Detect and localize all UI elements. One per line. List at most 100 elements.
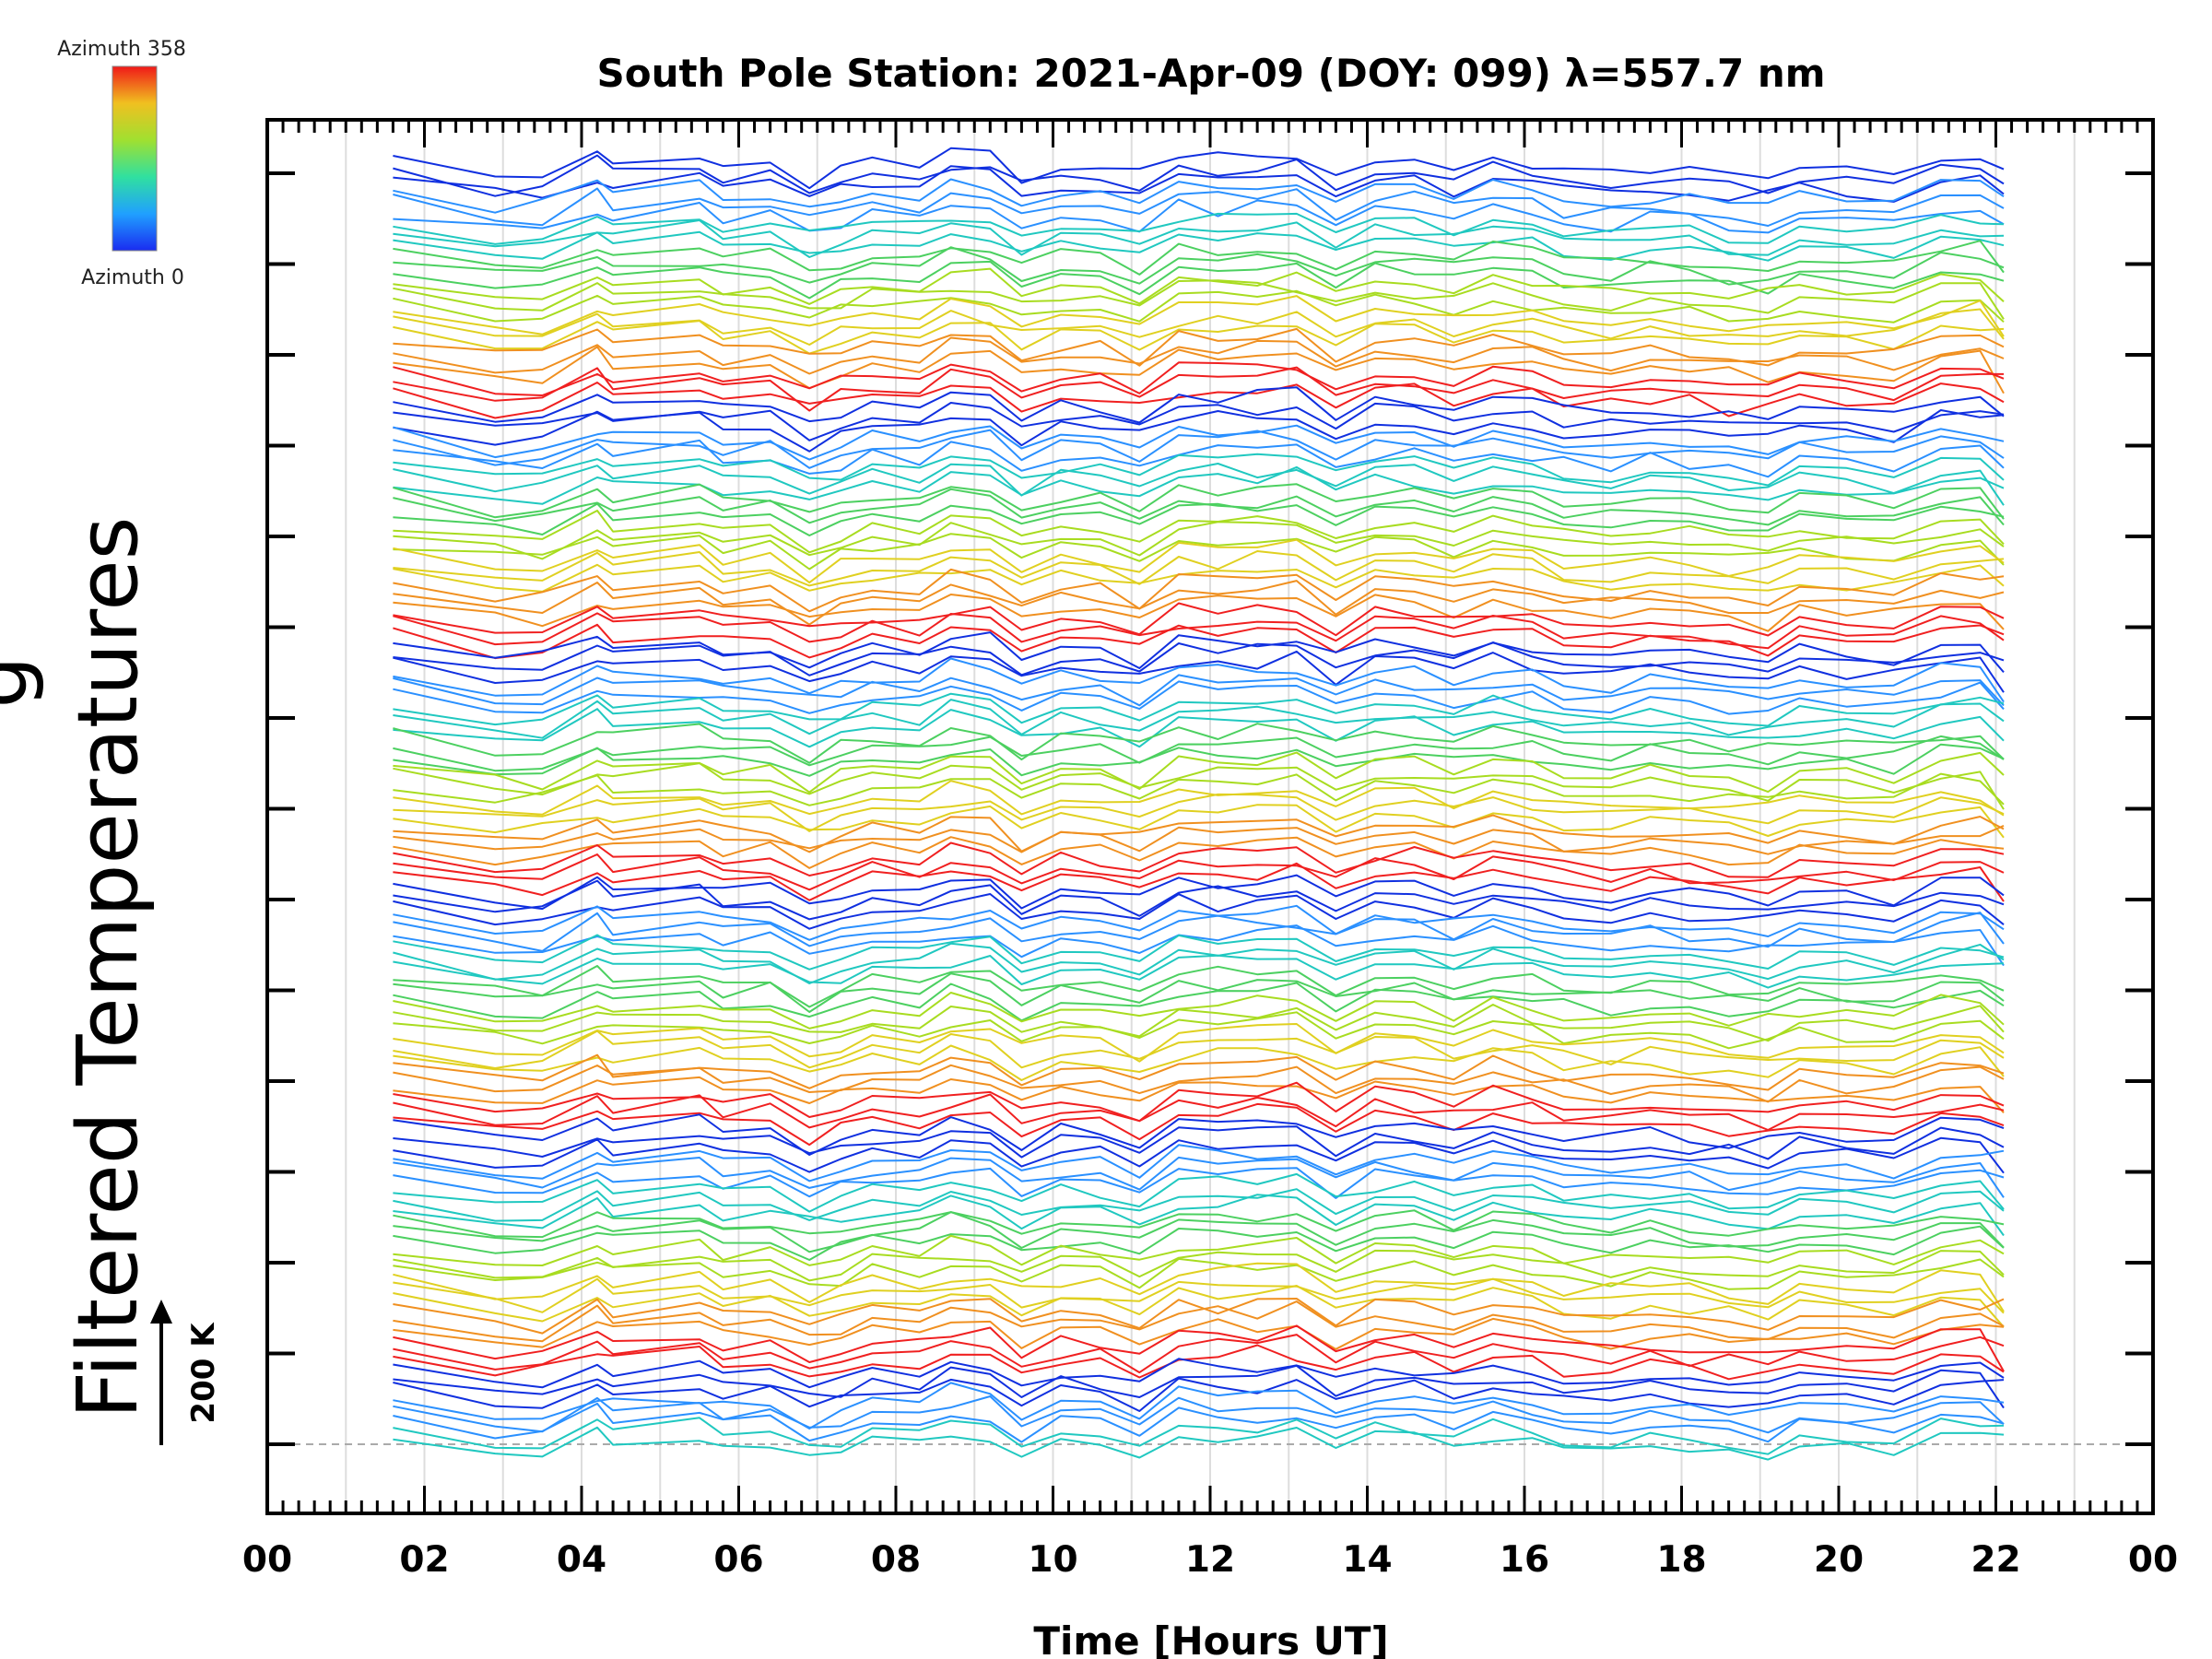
trace-line: [393, 550, 2005, 587]
traces: [393, 147, 2005, 1461]
trace-line: [393, 439, 2005, 478]
trace-line: [393, 488, 2005, 526]
trace-line: [393, 295, 2005, 337]
trace-line: [393, 1011, 2005, 1050]
trace-line: [393, 1023, 2005, 1063]
trace-line: [393, 230, 2005, 262]
trace-line: [393, 692, 2005, 727]
x-tick-label: 10: [1028, 1539, 1077, 1581]
trace-line: [393, 708, 2005, 748]
trace-line: [393, 793, 2005, 832]
trace-line: [393, 361, 2005, 396]
x-tick-label: 08: [871, 1539, 921, 1581]
trace-line: [393, 1225, 2005, 1261]
trace-line: [393, 198, 2005, 234]
trace-line: [393, 814, 2005, 853]
trace-line: [393, 1249, 2005, 1282]
x-tick-label: 14: [1342, 1539, 1392, 1581]
y-axis-label: Filtered Temperatures: [60, 516, 157, 1418]
x-tick-label: 18: [1656, 1539, 1706, 1581]
x-tick-labels: 00 02 04 06 08 10 12 14 16 18 20 22 00: [242, 1539, 2178, 1581]
x-tick-label: 06: [713, 1539, 763, 1581]
trace-line: [393, 650, 2005, 693]
trace-line: [393, 853, 2005, 891]
trace-line: [393, 824, 2005, 855]
trace-line: [393, 336, 2005, 375]
trace-line: [393, 260, 2005, 300]
trace-line: [393, 1053, 2005, 1091]
trace-line: [393, 187, 2005, 227]
trace-line: [393, 1334, 2005, 1374]
x-tick-label: 02: [399, 1539, 449, 1581]
x-tick-label: 22: [1971, 1539, 2020, 1581]
trace-line: [393, 1113, 2005, 1156]
trace-line: [393, 568, 2005, 613]
trace-line: [393, 409, 2005, 453]
trace-line: [393, 502, 2005, 536]
trace-line: [393, 657, 2005, 703]
trace-line: [393, 924, 2005, 967]
trace-line: [393, 346, 2005, 394]
trace-line: [393, 1358, 2005, 1389]
colorbar-bottom-label: Azimuth 0: [81, 266, 184, 289]
trace-line: [393, 1234, 2005, 1266]
colorbar-top-label: Azimuth 358: [57, 38, 186, 61]
trace-line: [393, 972, 2005, 1013]
trace-line: [393, 612, 2005, 650]
trace-line: [393, 1417, 2005, 1455]
trace-line: [393, 1344, 2005, 1381]
trace-line: [393, 147, 2005, 190]
trace-line: [393, 804, 2005, 839]
trace-line: [393, 1285, 2005, 1328]
trace-line: [393, 735, 2005, 772]
trace-line: [393, 641, 2005, 677]
trace-line: [393, 154, 2005, 197]
trace-line: [393, 521, 2005, 560]
trace-line: [393, 836, 2005, 869]
trace-line: [393, 510, 2005, 554]
trace-line: [393, 212, 2005, 245]
trace-line: [393, 893, 2005, 930]
trace-line: [393, 879, 2005, 921]
trace-line: [393, 538, 2005, 584]
trace-line: [393, 1136, 2005, 1174]
trace-line: [393, 308, 2005, 346]
trace-line: [393, 912, 2005, 952]
trace-line: [393, 1257, 2005, 1290]
trace-line: [393, 366, 2004, 412]
trace-line: [393, 165, 2005, 203]
trace-line: [393, 219, 2005, 258]
trace-line: [393, 594, 2005, 632]
trace-line: [393, 1382, 2005, 1430]
trace-line: [393, 1194, 2005, 1237]
trace-line: [393, 934, 2005, 971]
trace-line: [393, 772, 2005, 806]
trace-line: [393, 465, 2005, 505]
trace-line: [393, 751, 2005, 794]
trace-line: [393, 463, 2005, 506]
x-tick-label: 16: [1500, 1539, 1549, 1581]
trace-line: [393, 483, 2005, 520]
trace-line: [393, 1081, 2005, 1123]
trace-line: [393, 178, 2005, 214]
x-tick-label: 00: [2128, 1539, 2178, 1581]
trace-line: [393, 1426, 2005, 1461]
trace-line: [393, 453, 2005, 487]
trace-line: [393, 965, 2005, 1008]
trace-line: [393, 1188, 2005, 1222]
trace-line: [393, 841, 2005, 878]
trace-line: [393, 320, 2005, 355]
x-tick-label: 04: [557, 1539, 606, 1581]
trace-line: [393, 402, 2005, 441]
trace-line: [393, 1156, 2005, 1198]
ticks: [265, 120, 2155, 1513]
trace-line: [393, 246, 2005, 286]
trace-line: [393, 327, 2005, 367]
trace-line: [393, 992, 2005, 1030]
trace-line: [393, 580, 2005, 626]
trace-line: [393, 1167, 2005, 1199]
trace-line: [393, 1093, 2005, 1131]
trace-line: [393, 279, 2005, 320]
trace-line: [393, 1144, 2005, 1182]
